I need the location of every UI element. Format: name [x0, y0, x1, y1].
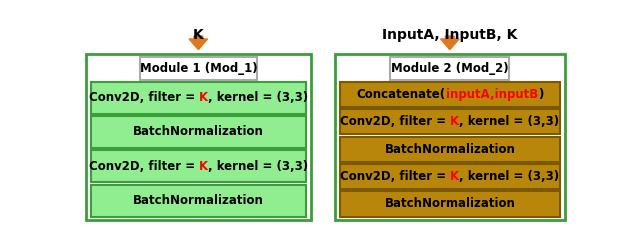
Text: BatchNormalization: BatchNormalization — [133, 194, 264, 207]
Bar — [86, 53, 311, 221]
Bar — [335, 53, 564, 221]
Text: K: K — [199, 160, 208, 173]
Text: ): ) — [538, 88, 543, 101]
FancyArrow shape — [189, 36, 208, 50]
Text: Module 1 (Mod_1): Module 1 (Mod_1) — [140, 62, 257, 75]
Bar — [91, 184, 306, 216]
Text: K: K — [193, 28, 203, 42]
Text: , kernel = (3,3): , kernel = (3,3) — [208, 91, 308, 104]
Bar — [340, 109, 559, 134]
Text: K: K — [450, 115, 459, 128]
Text: InputA, InputB, K: InputA, InputB, K — [382, 28, 517, 42]
Text: inputA,inputB: inputA,inputB — [445, 88, 538, 101]
Bar — [390, 57, 510, 80]
Text: Conv2D, filter =: Conv2D, filter = — [340, 115, 450, 128]
Bar — [340, 82, 559, 107]
Text: Concatenate(: Concatenate( — [357, 88, 445, 101]
Text: Conv2D, filter =: Conv2D, filter = — [89, 91, 199, 104]
Text: , kernel = (3,3): , kernel = (3,3) — [459, 115, 559, 128]
Bar — [140, 57, 257, 80]
Text: , kernel = (3,3): , kernel = (3,3) — [459, 170, 559, 183]
Bar — [91, 150, 306, 182]
Bar — [340, 137, 559, 162]
Text: BatchNormalization: BatchNormalization — [384, 143, 515, 155]
Bar — [340, 192, 559, 216]
Text: Conv2D, filter =: Conv2D, filter = — [340, 170, 450, 183]
Bar — [340, 164, 559, 189]
Text: BatchNormalization: BatchNormalization — [133, 125, 264, 138]
FancyArrow shape — [440, 36, 459, 50]
Text: K: K — [450, 170, 459, 183]
Bar — [91, 82, 306, 114]
Text: BatchNormalization: BatchNormalization — [384, 198, 515, 210]
Text: , kernel = (3,3): , kernel = (3,3) — [208, 160, 308, 173]
Text: Conv2D, filter =: Conv2D, filter = — [89, 160, 199, 173]
Text: K: K — [199, 91, 208, 104]
Bar — [91, 116, 306, 148]
Text: Module 2 (Mod_2): Module 2 (Mod_2) — [391, 62, 508, 75]
